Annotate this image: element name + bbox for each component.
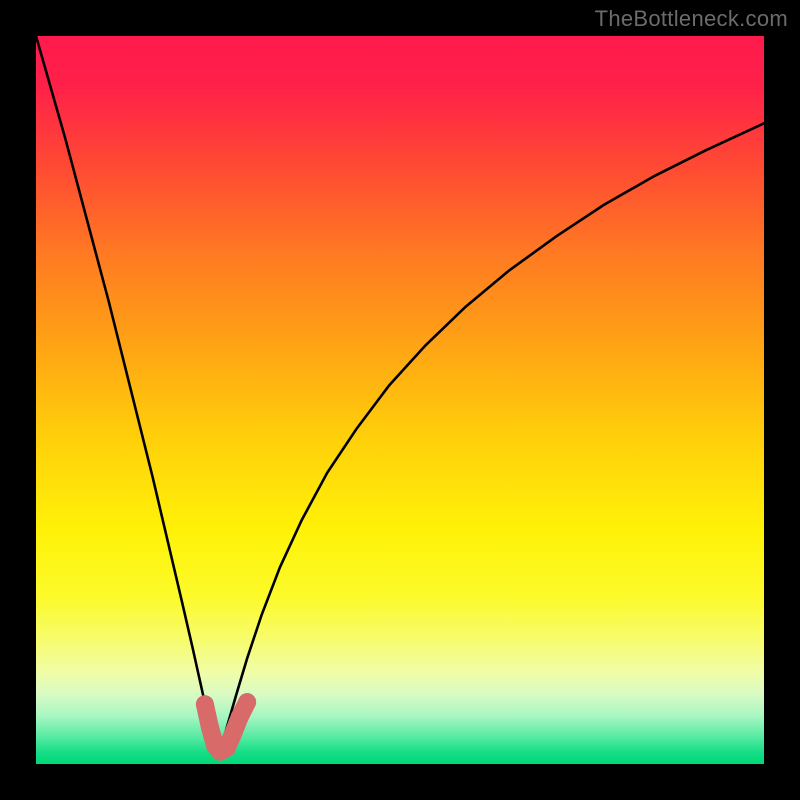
gradient-background [36,36,764,764]
watermark-text: TheBottleneck.com [595,6,788,32]
plot-frame [36,36,764,764]
chart-container: TheBottleneck.com [0,0,800,800]
